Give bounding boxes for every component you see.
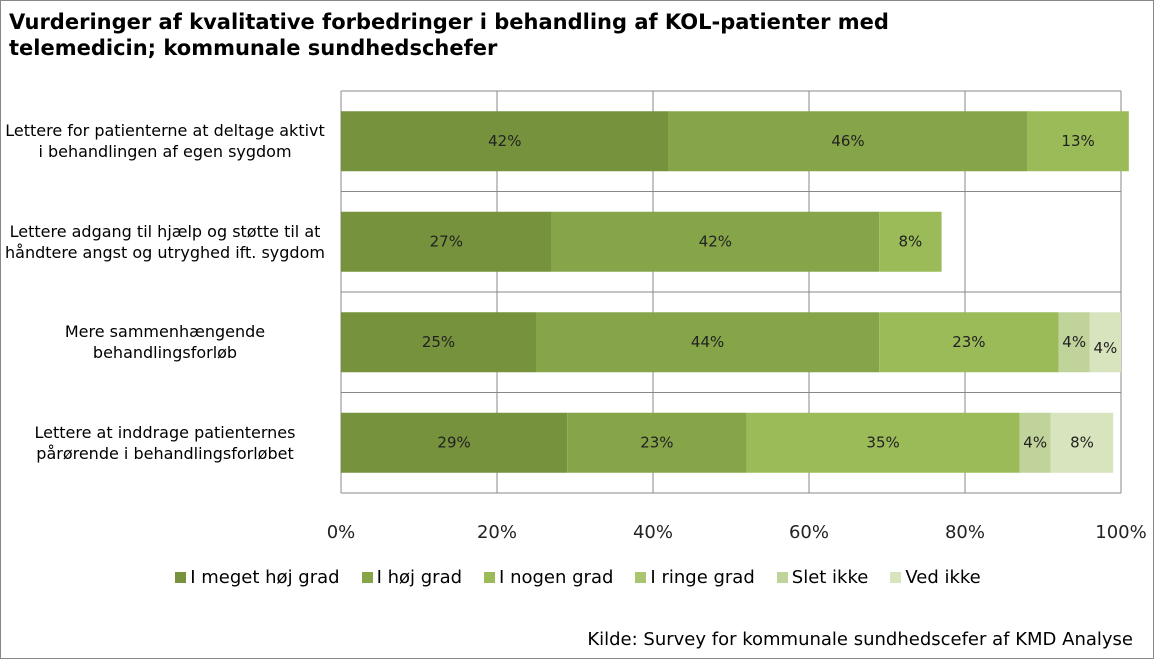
x-tick-label: 60% <box>789 522 829 543</box>
legend-swatch <box>890 572 902 583</box>
legend-label: I ringe grad <box>650 567 755 588</box>
bar-segment <box>567 412 747 473</box>
legend-item: I nogen grad <box>484 567 613 588</box>
bar-segment <box>1027 111 1129 172</box>
bar-segment <box>668 111 1028 172</box>
data-label: 46% <box>831 132 864 150</box>
bar-segment <box>1089 312 1121 373</box>
legend-label: Slet ikke <box>791 567 869 588</box>
bar-segment <box>341 111 669 172</box>
legend-item: I ringe grad <box>635 567 755 588</box>
legend-item: I meget høj grad <box>175 567 340 588</box>
category-label: Lettere for patienterne at deltage aktiv… <box>5 121 325 162</box>
bar-segment <box>1050 412 1114 473</box>
data-label: 25% <box>422 333 455 351</box>
legend-item: I høj grad <box>361 567 463 588</box>
legend-item: Slet ikke <box>776 567 869 588</box>
data-label: 44% <box>691 333 724 351</box>
category-label: Mere sammenhængende behandlingsforløb <box>64 322 266 363</box>
x-tick-label: 80% <box>945 522 985 543</box>
x-tick-label: 40% <box>633 522 673 543</box>
legend-swatch <box>776 572 788 583</box>
data-label: 35% <box>866 433 899 451</box>
data-label: 13% <box>1061 132 1094 150</box>
chart-title: Vurderinger af kvalitative forbedringer … <box>9 10 889 60</box>
bar-segment <box>879 211 942 272</box>
data-label: 23% <box>640 433 673 451</box>
data-label: 27% <box>430 232 463 250</box>
bar-segment <box>341 412 568 473</box>
legend-item: Ved ikke <box>890 567 981 588</box>
legend-swatch <box>635 572 647 583</box>
category-label: Lettere at inddrage patienternes pårøren… <box>34 422 296 463</box>
data-label: 4% <box>1094 339 1118 357</box>
source-note: Kilde: Survey for kommunale sundhedscefe… <box>587 629 1133 650</box>
legend-label: I nogen grad <box>499 567 614 588</box>
data-label: 29% <box>437 433 470 451</box>
legend: I meget høj grad I høj grad I nogen grad I … <box>1 567 1153 588</box>
bar-segment <box>1058 312 1090 373</box>
legend-label: Ved ikke <box>905 567 981 588</box>
data-label: 4% <box>1023 433 1047 451</box>
data-label: 4% <box>1062 333 1086 351</box>
data-label: 8% <box>1070 433 1094 451</box>
bar-segment <box>1019 412 1051 473</box>
x-tick-label: 20% <box>477 522 517 543</box>
bar-segment <box>341 312 536 373</box>
bar-segment <box>536 312 880 373</box>
legend-label: I høj grad <box>376 567 463 588</box>
data-label: 42% <box>488 132 521 150</box>
data-label: 8% <box>899 232 923 250</box>
bar-segment <box>551 211 880 272</box>
x-tick-label: 0% <box>327 522 356 543</box>
bar-segment <box>746 412 1020 473</box>
legend-label: I meget høj grad <box>190 567 340 588</box>
x-tick-label: 100% <box>1095 522 1146 543</box>
bar-segment <box>341 211 552 272</box>
legend-swatch <box>484 572 496 583</box>
bar-segment <box>879 312 1059 373</box>
category-label: Lettere adgang til hjælp og støtte til a… <box>5 221 325 262</box>
data-label: 23% <box>952 333 985 351</box>
data-label: 42% <box>699 232 732 250</box>
legend-swatch <box>175 572 187 583</box>
legend-swatch <box>361 572 373 583</box>
